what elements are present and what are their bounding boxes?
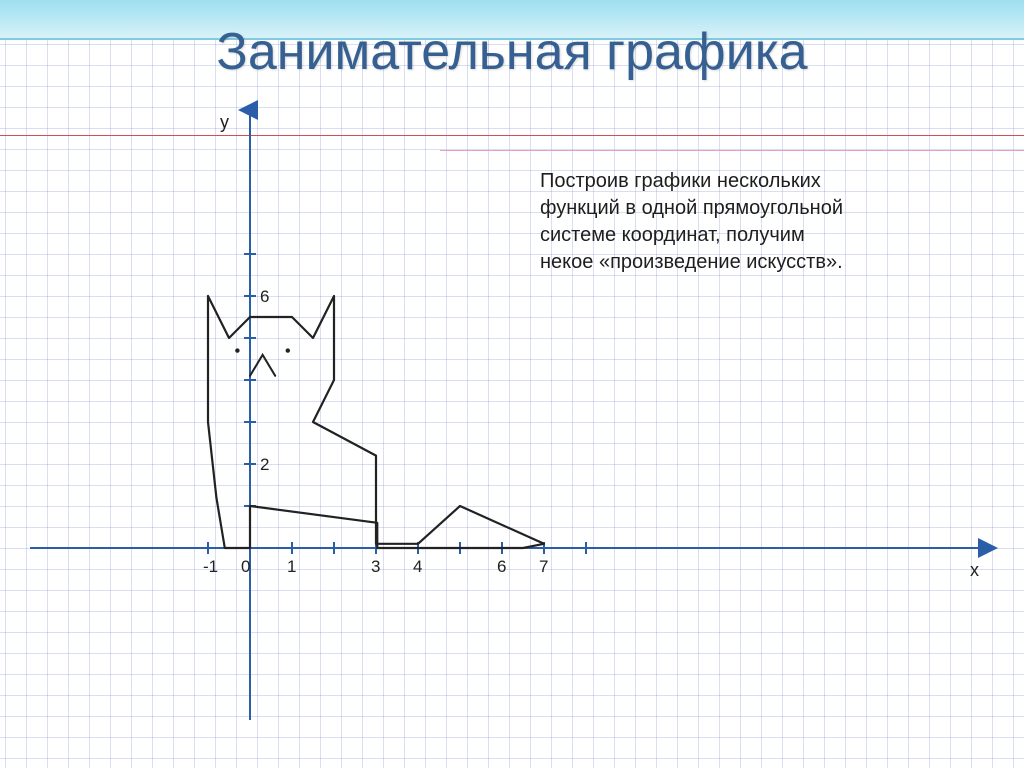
svg-text:x: x	[970, 560, 979, 580]
coordinate-chart: x y -1 0 1 3 4 6 7 2 6	[0, 0, 1024, 768]
svg-text:7: 7	[539, 557, 548, 576]
axes	[30, 110, 990, 720]
svg-text:6: 6	[260, 287, 269, 306]
svg-text:6: 6	[497, 557, 506, 576]
svg-text:-1: -1	[203, 557, 218, 576]
cat-drawing	[208, 296, 544, 548]
svg-text:3: 3	[371, 557, 380, 576]
slide: Занимательная графика Построив графики н…	[0, 0, 1024, 768]
svg-text:2: 2	[260, 455, 269, 474]
tick-labels: x y -1 0 1 3 4 6 7 2 6	[203, 112, 979, 580]
svg-text:y: y	[220, 112, 229, 132]
svg-text:1: 1	[287, 557, 296, 576]
svg-text:0: 0	[241, 557, 250, 576]
svg-text:4: 4	[413, 557, 422, 576]
